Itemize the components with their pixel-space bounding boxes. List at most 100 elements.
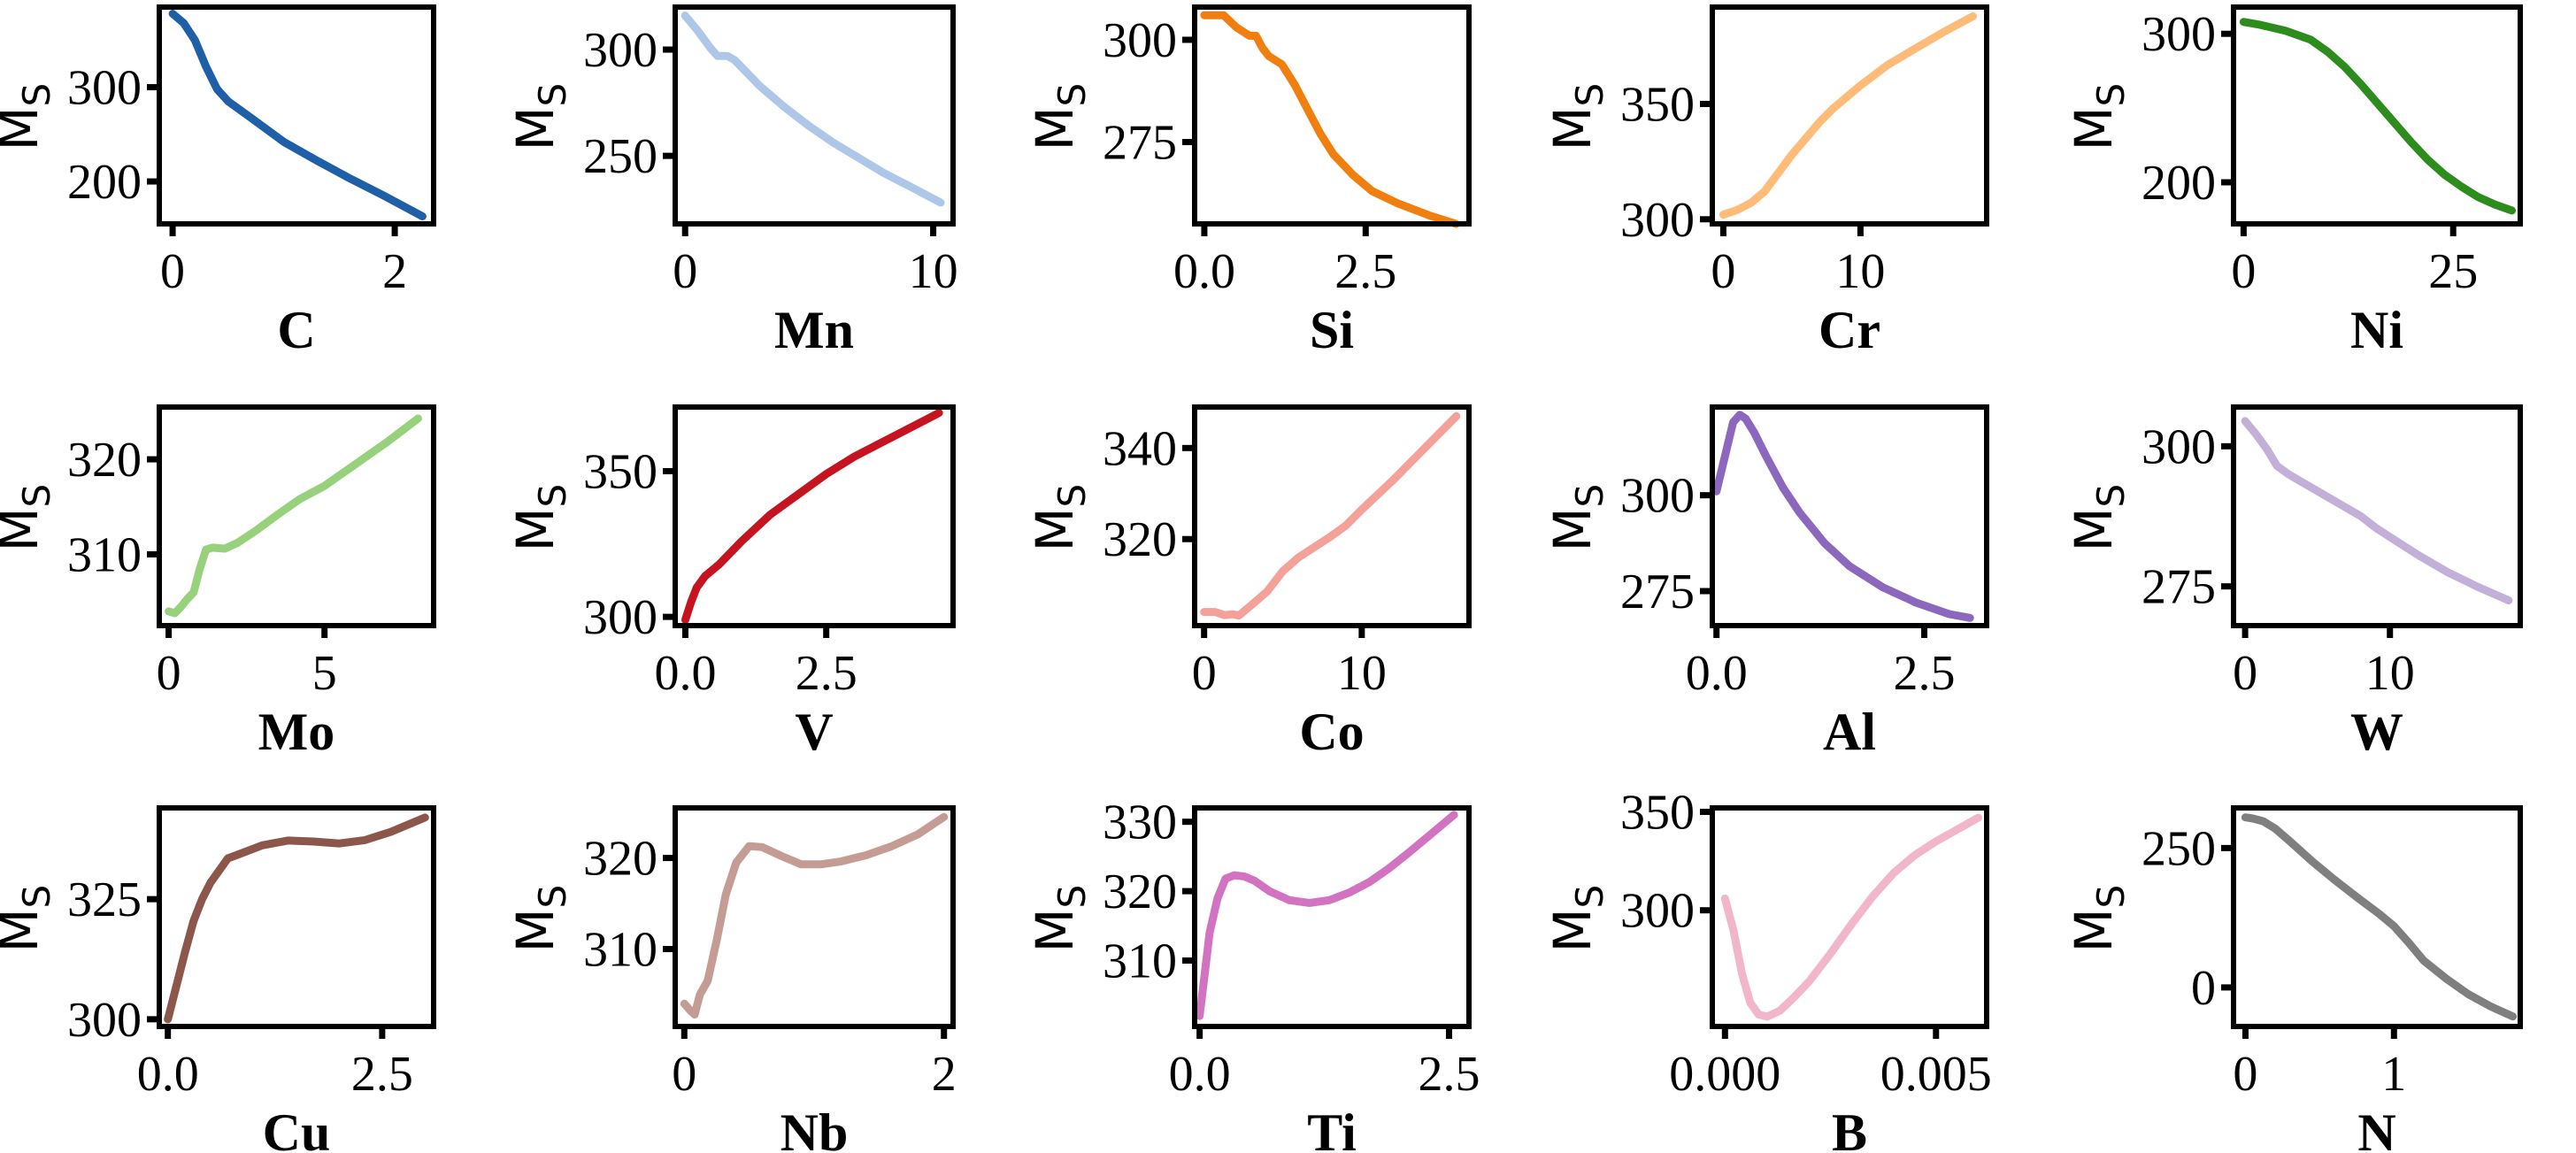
y-tick-label: 320: [67, 433, 142, 488]
y-axis-label: MS: [1542, 484, 1611, 552]
x-tick-label: 10: [1337, 646, 1387, 701]
axes-frame: [1710, 4, 1989, 227]
y-tick-label: 310: [67, 527, 142, 582]
x-tick-label: 0.0: [137, 1047, 199, 1102]
y-tick-label: 300: [583, 23, 657, 78]
x-tick-label: 0.0: [654, 646, 716, 701]
x-axis-label: Mn: [774, 301, 854, 359]
y-tick-label: 300: [1620, 884, 1695, 939]
series-line-w: [2241, 417, 2513, 604]
y-tick-label: 200: [67, 155, 142, 210]
y-axis-label: MS: [2064, 484, 2133, 552]
y-tick-label: 250: [583, 129, 657, 184]
panel-nb: 0 2 310 320 Nb MS: [505, 805, 957, 1153]
x-tick-label: 2.5: [1334, 244, 1396, 299]
y-tick-label: 300: [1620, 469, 1695, 524]
y-tick-label: 320: [1103, 512, 1177, 567]
x-axis-label: Al: [1823, 703, 1876, 761]
axes-frame: [673, 4, 956, 227]
y-tick-label: 320: [583, 832, 657, 887]
panel-w: 0 10 275 300 W MS: [2064, 404, 2523, 761]
x-tick-label: 0: [672, 1047, 696, 1102]
x-tick-label: 0: [157, 646, 181, 701]
axes-frame: [673, 404, 956, 628]
x-tick-label: 2.5: [1894, 646, 1956, 701]
x-tick-label: 2.5: [1418, 1047, 1480, 1102]
series-line-nb: [680, 812, 949, 1019]
y-axis-label: MS: [2064, 885, 2133, 953]
y-tick-label: 350: [1620, 785, 1695, 840]
y-tick-label: 350: [583, 444, 657, 499]
x-axis-label: N: [2357, 1103, 2395, 1153]
x-tick-label: 0.0: [1173, 244, 1235, 299]
x-tick-label: 10: [2365, 646, 2415, 701]
y-tick-label: 320: [1103, 865, 1177, 919]
x-tick-label: 10: [1835, 244, 1885, 299]
y-axis-label: MS: [2064, 83, 2133, 151]
y-tick-label: 350: [1620, 77, 1695, 132]
axes-frame: [673, 805, 956, 1029]
x-axis-label: C: [277, 301, 315, 359]
x-tick-label: 25: [2428, 244, 2478, 299]
y-axis-label: MS: [0, 484, 58, 552]
panel-v: 0.0 2.5 300 350 V MS: [505, 404, 956, 761]
y-tick-label: 275: [1620, 565, 1695, 619]
y-tick-label: 200: [2142, 156, 2216, 211]
x-axis-label: Nb: [780, 1103, 849, 1153]
y-tick-label: 310: [1103, 934, 1177, 989]
panel-si: 0.0 2.5 275 300 Si MS: [1025, 4, 1472, 359]
series-line-b: [1720, 813, 1982, 1021]
panel-mn: 0 10 250 300 Mn MS: [505, 4, 958, 359]
x-tick-label: 0.0: [1169, 1047, 1231, 1102]
panel-al: 0.0 2.5 275 300 Al MS: [1542, 404, 1989, 761]
x-tick-label: 2: [932, 1047, 957, 1102]
x-axis-label: Cr: [1819, 301, 1880, 359]
axes-frame: [2231, 4, 2523, 227]
series-line-v: [681, 409, 943, 624]
x-tick-label: 0.005: [1880, 1047, 1992, 1102]
x-tick-label: 0: [1192, 646, 1217, 701]
series-line-ni: [2239, 18, 2516, 215]
axes-frame: [1192, 805, 1472, 1029]
x-axis-label: Ni: [2350, 301, 2403, 359]
x-tick-label: 0: [673, 244, 697, 299]
series-line-co: [1200, 411, 1461, 620]
axes-frame: [157, 404, 436, 628]
x-tick-label: 0: [1711, 244, 1735, 299]
axes-frame: [2231, 805, 2523, 1029]
x-axis-label: W: [2350, 703, 2403, 761]
panel-b: 0.000 0.005 300 350 B MS: [1542, 785, 1992, 1153]
y-tick-label: 325: [67, 872, 142, 927]
y-tick-label: 300: [2142, 419, 2216, 474]
y-tick-label: 300: [67, 61, 142, 116]
axes-frame: [1192, 4, 1472, 227]
x-tick-label: 0: [2233, 1047, 2257, 1102]
panel-cu: 0.0 2.5 300 325 Cu MS: [0, 805, 436, 1153]
series-line-cr: [1719, 12, 1977, 219]
y-tick-label: 275: [2142, 560, 2216, 615]
x-tick-label: 0.0: [1686, 646, 1748, 701]
y-axis-label: MS: [1025, 885, 1094, 953]
y-tick-label: 330: [1103, 796, 1177, 850]
series-line-si: [1200, 11, 1460, 228]
axes-frame: [1192, 404, 1472, 628]
x-tick-label: 2: [382, 244, 407, 299]
y-tick-label: 300: [583, 590, 657, 645]
series-line-cu: [164, 813, 429, 1024]
panel-co: 0 10 320 340 Co MS: [1025, 404, 1472, 761]
axes-frame: [1710, 805, 1989, 1029]
y-tick-label: 310: [583, 923, 657, 978]
y-tick-label: 0: [2191, 961, 2216, 1016]
axes-frame: [157, 805, 436, 1029]
x-tick-label: 2.5: [351, 1047, 413, 1102]
y-tick-label: 300: [2142, 7, 2216, 62]
panel-c: 0 2 200 300 C MS: [0, 4, 436, 359]
y-tick-label: 300: [1620, 193, 1695, 248]
x-tick-label: 0: [2233, 646, 2257, 701]
series-line-n: [2241, 813, 2518, 1021]
y-axis-label: MS: [1025, 484, 1094, 552]
x-tick-label: 5: [312, 646, 337, 701]
panel-n: 0 1 0 250 N MS: [2064, 805, 2523, 1153]
y-axis-label: MS: [1542, 885, 1611, 953]
y-axis-label: MS: [505, 885, 574, 953]
